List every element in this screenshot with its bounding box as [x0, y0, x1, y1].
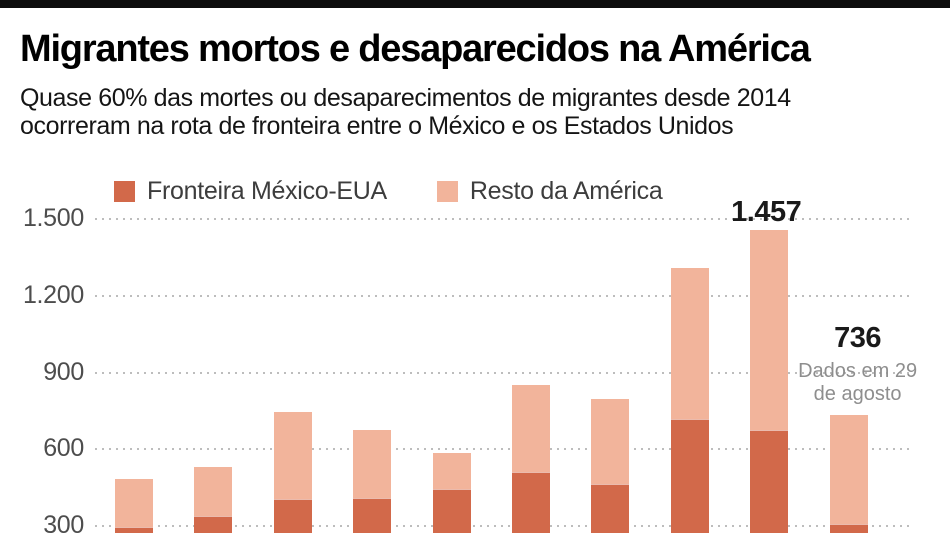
legend-label-fronteira-mexico-eua: Fronteira México-EUA [147, 176, 387, 205]
gridline-300 [95, 525, 913, 528]
legend-swatch-fronteira-mexico-eua [114, 180, 135, 202]
data-as-of-note-line-1: Dados em 29 [798, 359, 918, 382]
bar-6-resto-da-america-segment [512, 385, 550, 473]
top-border-bar [0, 0, 950, 8]
legend-label-resto-da-america: Resto da América [469, 176, 663, 205]
chart-title: Migrantes mortos e desaparecidos na Amér… [20, 28, 811, 70]
bar-8-fronteira-mexico-eua-segment [670, 418, 709, 533]
bar-10-fronteira-mexico-eua-segment [829, 523, 868, 533]
total-label-bar-10: 736 [834, 321, 882, 354]
bar-6-fronteira-mexico-eua-segment [512, 472, 550, 533]
bar-10-resto-da-america-segment [829, 414, 868, 524]
gridline-900 [95, 371, 913, 374]
bar-3-fronteira-mexico-eua-segment [273, 499, 312, 533]
bar-1-fronteira-mexico-eua-segment [115, 527, 153, 533]
legend-swatch-resto-da-america [436, 180, 458, 202]
gridline-1200 [95, 294, 913, 297]
bar-4-resto-da-america-segment [353, 430, 392, 499]
y-axis-tick-300: 300 [43, 511, 84, 533]
bar-1-resto-da-america-segment [115, 478, 153, 528]
bar-5-resto-da-america-segment [432, 453, 471, 490]
bar-2-resto-da-america-segment [194, 467, 233, 516]
bar-2-fronteira-mexico-eua-segment [194, 515, 233, 533]
chart-subtitle: Quase 60% das mortes ou desaparecimentos… [20, 84, 930, 140]
bar-7-fronteira-mexico-eua-segment [591, 483, 630, 533]
bar-5-fronteira-mexico-eua-segment [432, 489, 471, 533]
chart-subtitle-line1: Quase 60% das mortes ou desaparecimentos… [20, 84, 791, 112]
data-as-of-note-line-2: de agosto [813, 382, 902, 405]
gridline-1500 [95, 218, 913, 220]
bar-9-resto-da-america-segment [750, 230, 789, 431]
y-axis-tick-1500: 1.500 [22, 204, 84, 232]
bar-7-resto-da-america-segment [591, 399, 630, 484]
gridline-600 [95, 448, 913, 451]
total-label-bar-9: 1.457 [731, 196, 802, 228]
chart-subtitle-line2: ocorreram na rota de fronteira entre o M… [20, 112, 734, 140]
legend: Fronteira México-EUA Resto da América [114, 176, 663, 205]
bar-3-resto-da-america-segment [273, 412, 312, 500]
bar-9-fronteira-mexico-eua-segment [750, 430, 789, 533]
y-axis-tick-900: 900 [43, 357, 84, 386]
bar-8-resto-da-america-segment [670, 267, 709, 419]
y-axis-tick-600: 600 [43, 434, 84, 463]
data-as-of-note: Dados em 29 de agosto [798, 360, 917, 406]
bar-4-fronteira-mexico-eua-segment [353, 498, 392, 533]
y-axis-tick-1200: 1.200 [22, 280, 84, 309]
